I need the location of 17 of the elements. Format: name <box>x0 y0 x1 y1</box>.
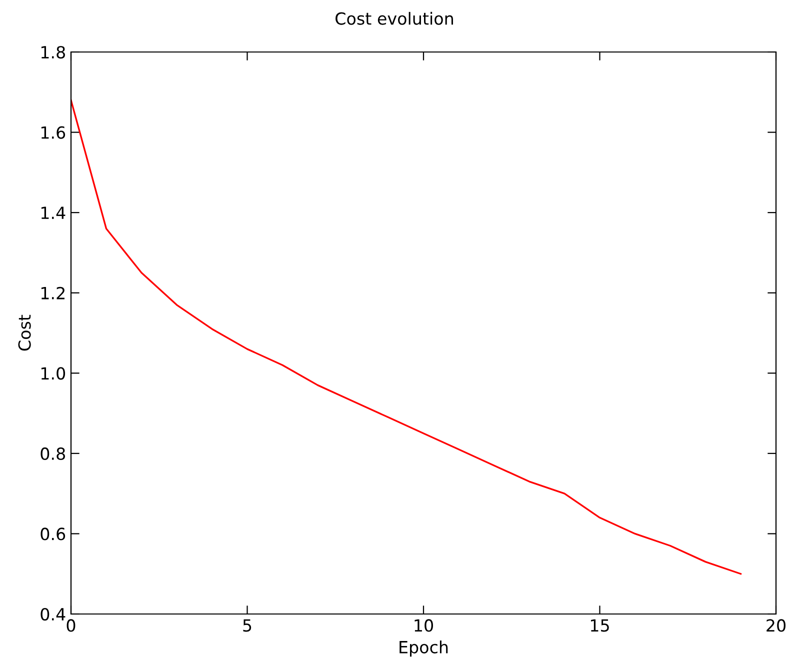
line-series <box>71 99 742 575</box>
y-tick-label: 0.4 <box>40 608 66 621</box>
x-tick-label: 20 <box>766 619 786 632</box>
x-tick-label: 0 <box>66 619 76 632</box>
chart-title: Cost evolution <box>336 12 453 25</box>
x-tick-label: 15 <box>590 619 609 632</box>
y-tick-label: 1.0 <box>41 367 66 380</box>
y-tick-label: 0.6 <box>40 528 66 540</box>
y-tick-label: 0.8 <box>40 447 65 460</box>
x-tick-label: 5 <box>243 619 252 632</box>
y-tick-label: 1.2 <box>41 286 64 300</box>
x-axis-title: Epoch <box>400 640 448 657</box>
y-axis-title: Cost <box>18 314 31 351</box>
y-tick-label: 1.4 <box>41 206 66 219</box>
y-tick-label: 1.8 <box>41 46 65 59</box>
y-tick-label: 1.6 <box>41 126 66 139</box>
x-tick-label: 10 <box>414 619 433 632</box>
